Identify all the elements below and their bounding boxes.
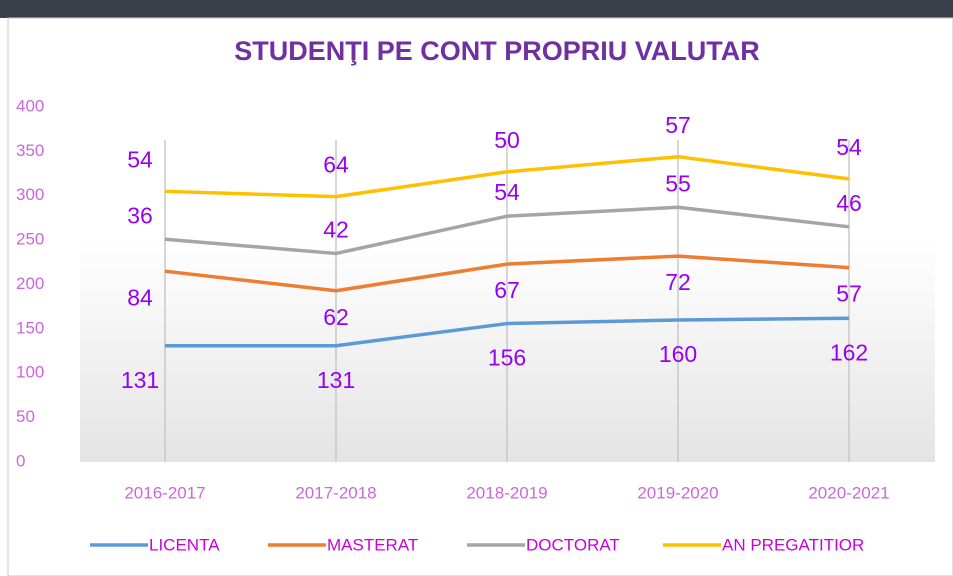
data-label: 72 bbox=[665, 269, 691, 295]
photo-strip bbox=[0, 0, 953, 18]
data-label: 54 bbox=[836, 134, 862, 160]
y-tick-label: 350 bbox=[16, 141, 44, 160]
legend-label: LICENTA bbox=[149, 535, 220, 554]
y-tick-label: 400 bbox=[16, 96, 44, 115]
x-tick-label: 2016-2017 bbox=[124, 483, 205, 502]
legend-label: AN PREGATITIOR bbox=[722, 535, 864, 554]
data-label: 57 bbox=[836, 281, 862, 307]
data-label: 57 bbox=[665, 112, 691, 138]
data-label: 162 bbox=[830, 339, 868, 365]
data-label: 131 bbox=[317, 367, 355, 393]
legend-label: MASTERAT bbox=[327, 535, 418, 554]
x-tick-label: 2020-2021 bbox=[808, 483, 889, 502]
y-tick-label: 250 bbox=[16, 230, 44, 249]
data-label: 36 bbox=[127, 202, 153, 228]
data-label: 62 bbox=[323, 304, 349, 330]
series-line bbox=[164, 254, 850, 293]
data-label: 160 bbox=[659, 341, 697, 367]
y-tick-label: 150 bbox=[16, 318, 44, 337]
data-label: 54 bbox=[494, 179, 520, 205]
data-label: 84 bbox=[127, 284, 153, 310]
y-tick-label: 0 bbox=[16, 451, 25, 470]
series-line bbox=[164, 205, 850, 256]
y-tick-label: 200 bbox=[16, 274, 44, 293]
data-label: 55 bbox=[665, 170, 691, 196]
x-tick-label: 2019-2020 bbox=[637, 483, 718, 502]
data-label: 131 bbox=[121, 367, 159, 393]
y-tick-label: 300 bbox=[16, 185, 44, 204]
x-tick-label: 2018-2019 bbox=[466, 483, 547, 502]
legend-label: DOCTORAT bbox=[526, 535, 620, 554]
data-label: 54 bbox=[127, 146, 153, 172]
x-tick-label: 2017-2018 bbox=[295, 483, 376, 502]
data-label: 64 bbox=[323, 152, 349, 178]
y-tick-label: 100 bbox=[16, 363, 44, 382]
data-label: 46 bbox=[836, 190, 862, 216]
data-label: 50 bbox=[494, 127, 520, 153]
chart-title: STUDENŢI PE CONT PROPRIU VALUTAR bbox=[234, 36, 760, 66]
data-label: 67 bbox=[494, 277, 520, 303]
series-line bbox=[164, 154, 850, 199]
y-tick-label: 50 bbox=[16, 407, 35, 426]
series-line bbox=[165, 316, 850, 348]
data-label: 156 bbox=[488, 345, 526, 371]
data-label: 42 bbox=[323, 217, 349, 243]
